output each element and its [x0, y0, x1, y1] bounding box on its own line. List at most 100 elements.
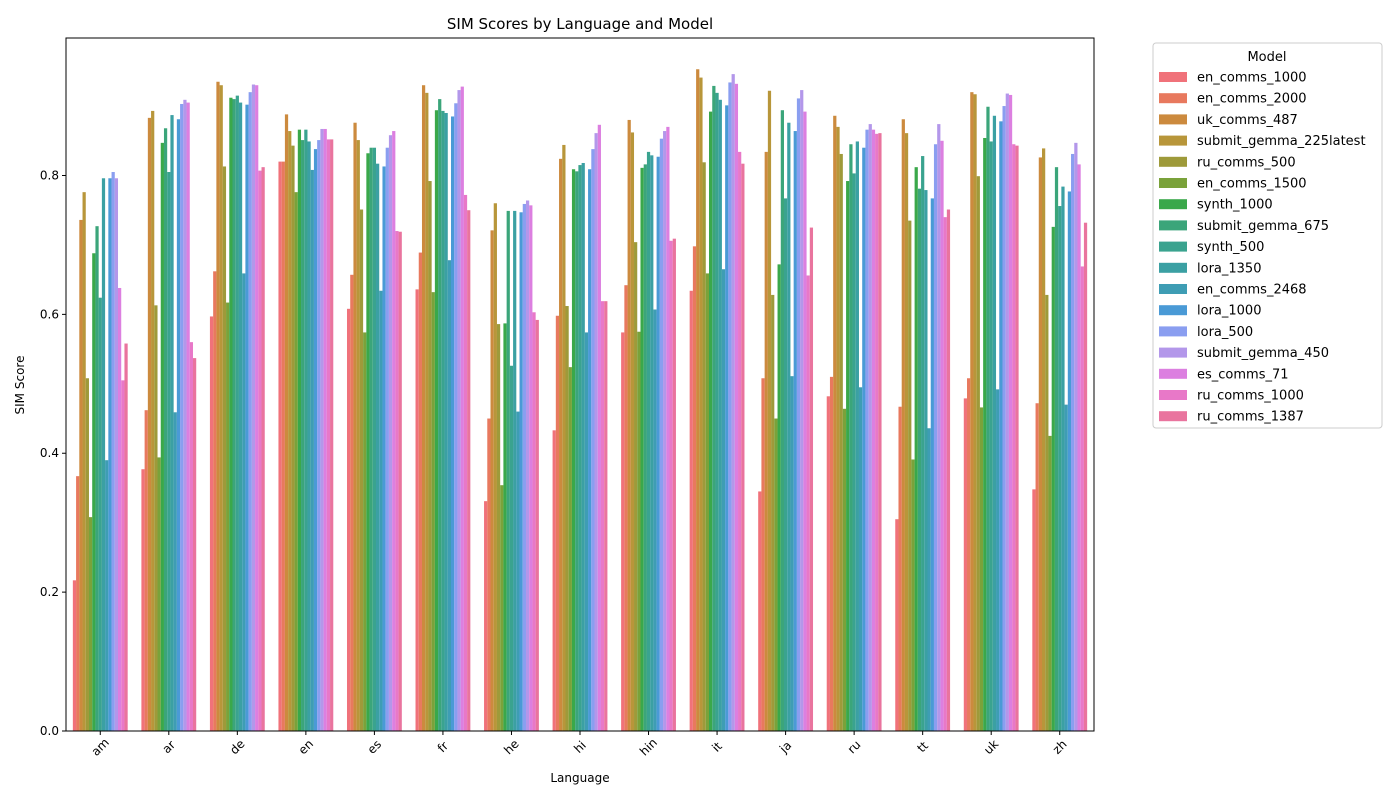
bar-submit_gemma_450-es [388, 135, 393, 731]
bar-en_comms_1000-ru [826, 396, 830, 731]
bar-lora_1350-zh [1061, 186, 1065, 732]
bar-synth_1000-hi [571, 169, 576, 732]
bar-synth_500-fr [441, 110, 445, 731]
bar-lora_500-ar [180, 103, 184, 732]
bar-synth_1000-fr [434, 110, 439, 732]
bar-ru_comms_500-ru [839, 153, 843, 731]
bar-ru_comms_1387-zh [1083, 222, 1088, 731]
bar-submit_gemma_225latest-ar [151, 110, 155, 731]
bar-synth_1000-ja [777, 264, 781, 731]
bar-submit_gemma_450-ru [868, 124, 872, 732]
bar-lora_1000-hin [656, 156, 660, 732]
bar-ru_comms_1000-uk [1012, 144, 1016, 732]
y-axis-label: SIM Score [13, 356, 27, 415]
bar-submit_gemma_675-uk [986, 106, 990, 732]
bar-en_comms_2468-ja [790, 376, 794, 731]
bar-ru_comms_1000-de [258, 170, 262, 731]
bar-synth_1000-he [503, 323, 507, 731]
bar-en_comms_2000-ru [829, 376, 834, 731]
legend-swatch-synth_500 [1159, 241, 1187, 252]
x-axis: am ar de en es fr he hi hin it ja ru tt uk zh [89, 731, 1070, 759]
bar-uk_comms_487-he [490, 230, 494, 731]
bar-es_comms_71-fr [460, 86, 464, 732]
bar-en_comms_2000-am [76, 476, 80, 731]
bar-synth_1000-am [92, 253, 96, 731]
legend-swatch-en_comms_2468 [1159, 284, 1187, 294]
bar-es_comms_71-am [118, 287, 122, 731]
bar-ru_comms_1000-fr [463, 194, 468, 731]
bar-lora_500-zh [1071, 153, 1075, 731]
bar-ru_comms_1387-uk [1015, 145, 1019, 731]
bar-ru_comms_1387-am [124, 343, 128, 731]
bar-en_comms_1000-hin [621, 332, 625, 731]
bar-en_comms_1500-en [294, 192, 298, 731]
bar-synth_500-it [715, 92, 719, 732]
bar-en_comms_2468-es [379, 290, 383, 731]
legend-label-ru_comms_1387: ru_comms_1387 [1197, 410, 1304, 425]
bar-en_comms_2000-fr [418, 252, 422, 731]
bar-en_comms_1500-zh [1048, 435, 1052, 731]
bar-ru_comms_500-hin [634, 242, 638, 731]
bar-en_comms_2468-fr [447, 260, 451, 731]
bar-submit_gemma_450-uk [1005, 93, 1009, 732]
bar-en_comms_2000-hin [624, 285, 628, 731]
bar-uk_comms_487-it [696, 69, 700, 731]
bar-lora_1000-ru [862, 147, 866, 731]
legend-box [1152, 42, 1383, 429]
bar-submit_gemma_450-he [525, 200, 530, 732]
bar-en_comms_1500-hin [637, 331, 641, 731]
bar-ru_comms_1387-tt [946, 209, 951, 731]
bar-ru_comms_500-it [702, 162, 706, 732]
bar-es_comms_71-hin [666, 126, 670, 731]
bar-lora_1350-ru [855, 141, 859, 731]
bar-uk_comms_487-ja [764, 151, 768, 731]
bar-es_comms_71-ja [803, 111, 807, 732]
bar-ru_comms_1000-tt [943, 217, 947, 731]
bar-uk_comms_487-ru [833, 115, 837, 731]
bar-ru_comms_1387-en [330, 139, 334, 731]
bar-ru_comms_1387-es [398, 231, 402, 732]
chart-title: SIM Scores by Language and Model [447, 15, 713, 33]
bar-submit_gemma_675-he [506, 210, 510, 731]
bar-lora_500-de [248, 92, 252, 731]
bar-lora_1000-de [245, 104, 249, 731]
y-tick-label: 0.0 [40, 724, 59, 738]
bar-es_comms_71-es [392, 131, 396, 732]
bar-lora_1350-hi [581, 162, 585, 732]
legend-label-synth_500: synth_500 [1197, 240, 1264, 255]
y-tick-label: 0.4 [40, 446, 59, 460]
bar-ru_comms_500-fr [428, 181, 432, 732]
bar-es_comms_71-de [255, 85, 259, 732]
legend-label-ru_comms_1000: ru_comms_1000 [1197, 389, 1304, 404]
legend-label-en_comms_2000: en_comms_2000 [1197, 92, 1307, 107]
bar-es_comms_71-ar [186, 102, 190, 731]
bar-ru_comms_1000-en [326, 139, 331, 731]
bar-en_comms_2000-tt [898, 406, 902, 731]
bar-synth_1000-es [366, 153, 370, 731]
bar-en_comms_1500-ja [774, 418, 778, 731]
legend-label-synth_1000: synth_1000 [1197, 198, 1273, 213]
bar-en_comms_1000-es [346, 308, 351, 731]
bar-en_comms_2468-uk [996, 389, 1000, 731]
bar-synth_500-hin [646, 151, 651, 731]
bar-submit_gemma_225latest-de [219, 85, 223, 732]
bar-es_comms_71-uk [1008, 94, 1013, 731]
bar-lora_1350-uk [992, 115, 997, 731]
bar-en_comms_2000-ar [144, 410, 148, 731]
bar-ru_comms_500-de [222, 166, 227, 731]
x-tick-label-ja: ja [776, 738, 794, 756]
bar-ru_comms_500-uk [976, 176, 980, 731]
bar-lora_1000-it [725, 105, 729, 732]
legend-label-submit_gemma_450: submit_gemma_450 [1197, 346, 1329, 361]
bar-lora_500-it [728, 82, 732, 731]
bars-group [72, 69, 1088, 732]
bar-en_comms_2468-am [105, 460, 109, 731]
bar-submit_gemma_675-ar [163, 128, 168, 731]
bar-uk_comms_487-en [284, 114, 289, 731]
bar-lora_500-es [385, 147, 389, 731]
bar-en_comms_1500-es [363, 332, 367, 731]
bar-submit_gemma_675-fr [438, 99, 442, 732]
bar-lora_1000-he [519, 212, 523, 732]
bar-submit_gemma_675-en [301, 140, 305, 731]
bar-synth_500-ru [852, 173, 856, 731]
